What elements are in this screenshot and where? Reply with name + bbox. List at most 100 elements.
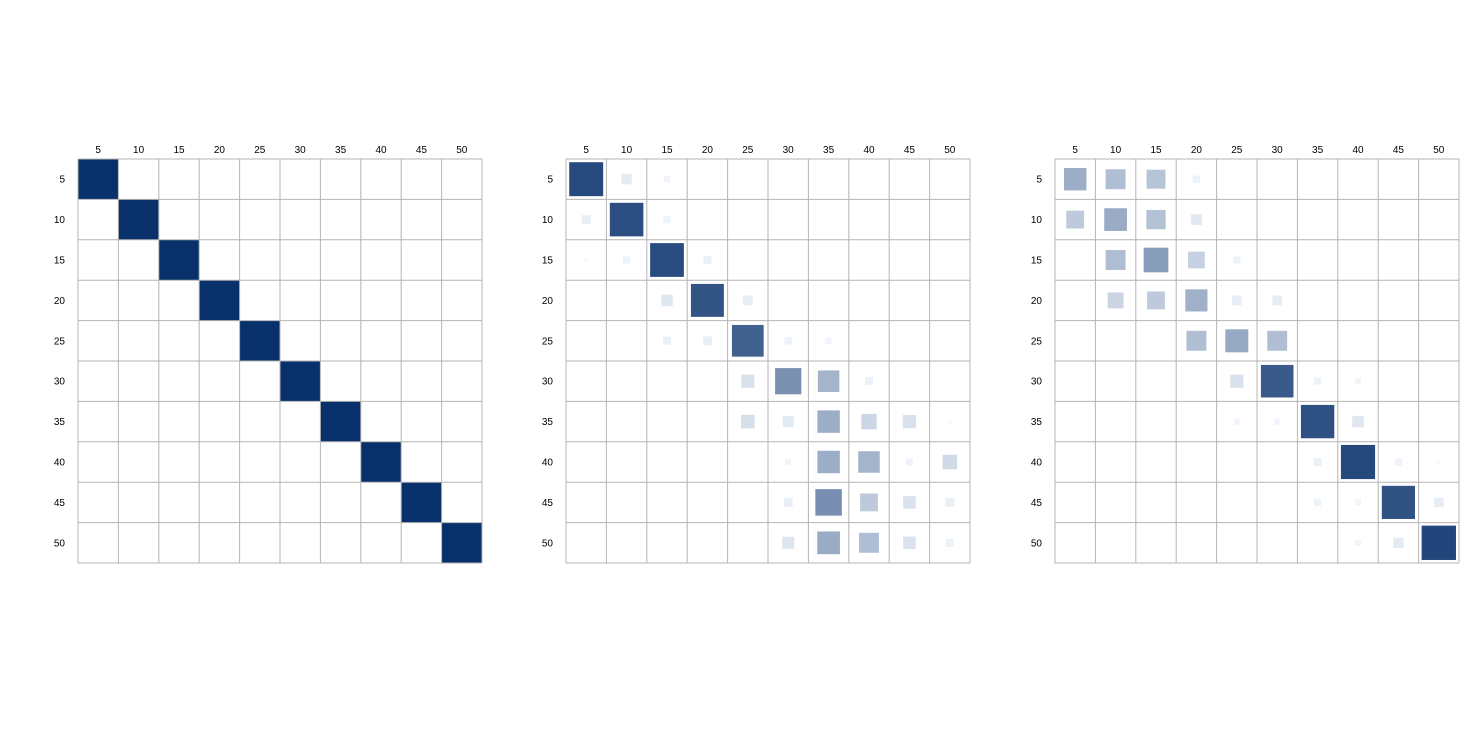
heatmap-cell bbox=[158, 239, 200, 281]
heatmap-cell bbox=[1272, 295, 1283, 306]
heatmap-cell bbox=[1393, 537, 1404, 548]
heatmap-cell bbox=[1105, 169, 1126, 190]
heatmap-cell bbox=[584, 258, 589, 262]
heatmap-cell bbox=[1146, 209, 1166, 230]
heatmap-cell bbox=[825, 337, 832, 344]
heatmap-cell bbox=[1354, 378, 1362, 385]
heatmap-cell bbox=[785, 458, 792, 466]
heatmap-cell bbox=[947, 419, 952, 424]
y-tick-label: 35 bbox=[1031, 417, 1043, 428]
heatmap-cell bbox=[1192, 175, 1201, 183]
heatmap-cell bbox=[360, 441, 402, 483]
x-tick-label: 10 bbox=[133, 145, 145, 156]
y-tick-label: 15 bbox=[54, 256, 66, 267]
y-tick-label: 30 bbox=[542, 377, 554, 388]
heatmap-cell bbox=[864, 377, 874, 386]
heatmap-cell bbox=[742, 295, 753, 306]
heatmap-cell bbox=[1233, 256, 1241, 264]
x-tick-label: 20 bbox=[1191, 145, 1203, 156]
heatmap-2: 5 10 15 20 25 30 35 40 45 50 5 10 15 20 25 30 35 40 45 50 bbox=[542, 145, 971, 564]
heatmap-cell bbox=[945, 538, 954, 547]
y-tick-label: 15 bbox=[542, 256, 554, 267]
heatmap-cell bbox=[280, 361, 321, 402]
heatmap-cell bbox=[662, 336, 672, 345]
x-tick-label: 35 bbox=[823, 145, 835, 156]
x-tick-label: 35 bbox=[1312, 145, 1324, 156]
heatmap-cell bbox=[905, 458, 914, 466]
x-tick-label: 50 bbox=[456, 145, 468, 156]
heatmap-cell bbox=[1433, 497, 1444, 508]
heatmap-cell bbox=[1354, 539, 1362, 546]
x-tick-label: 45 bbox=[1393, 145, 1405, 156]
heatmap-cell bbox=[702, 336, 712, 346]
heatmap-cell bbox=[731, 324, 764, 357]
heatmap-cell bbox=[741, 374, 755, 388]
heatmap-cell bbox=[1421, 525, 1456, 560]
y-tick-label: 35 bbox=[542, 417, 554, 428]
heatmap-cell bbox=[902, 415, 916, 429]
y-tick-label: 40 bbox=[54, 458, 66, 469]
x-tick-label: 50 bbox=[944, 145, 956, 156]
y-tick-label: 20 bbox=[1031, 296, 1043, 307]
heatmap-cell bbox=[1186, 330, 1207, 351]
heatmap-cell bbox=[858, 451, 880, 473]
x-tick-label: 5 bbox=[583, 145, 589, 156]
heatmap-cell bbox=[817, 450, 840, 474]
heatmap-cell bbox=[1394, 458, 1403, 466]
heatmap-cell bbox=[1066, 210, 1085, 229]
heatmap-cell bbox=[903, 496, 916, 509]
x-tick-label: 35 bbox=[335, 145, 347, 156]
y-tick-label: 10 bbox=[1031, 215, 1043, 226]
heatmap-cell bbox=[1104, 208, 1127, 231]
y-tick-label: 25 bbox=[54, 336, 66, 347]
heatmap-cell bbox=[1147, 291, 1165, 310]
heatmap-cell bbox=[817, 531, 840, 555]
heatmap-cell bbox=[1436, 460, 1441, 464]
heatmap-cell bbox=[1340, 444, 1376, 480]
y-tick-label: 25 bbox=[1031, 336, 1043, 347]
y-tick-label: 15 bbox=[1031, 256, 1043, 267]
heatmap-cell bbox=[401, 482, 442, 523]
x-tick-label: 25 bbox=[742, 145, 754, 156]
heatmap-cell bbox=[782, 416, 794, 428]
y-tick-label: 10 bbox=[54, 215, 66, 226]
heatmap-cell bbox=[903, 536, 916, 550]
heatmap-cell bbox=[78, 159, 119, 200]
heatmap-cell bbox=[945, 497, 955, 507]
heatmap-cell bbox=[1300, 404, 1335, 439]
y-tick-label: 25 bbox=[542, 336, 554, 347]
y-tick-label: 50 bbox=[1031, 538, 1043, 549]
heatmap-cell bbox=[1352, 415, 1364, 428]
heatmap-cell bbox=[1313, 457, 1322, 467]
heatmap-cell bbox=[1143, 247, 1169, 273]
y-tick-label: 40 bbox=[1031, 458, 1043, 469]
heatmap-cell bbox=[740, 414, 755, 429]
x-tick-label: 10 bbox=[1110, 145, 1122, 156]
y-tick-label: 45 bbox=[54, 498, 66, 509]
heatmap-cell bbox=[782, 536, 795, 549]
x-tick-label: 5 bbox=[1072, 145, 1078, 156]
heatmap-cell bbox=[1146, 169, 1166, 189]
heatmap-cell bbox=[650, 243, 684, 277]
y-tick-label: 30 bbox=[1031, 377, 1043, 388]
y-tick-label: 35 bbox=[54, 417, 66, 428]
x-tick-label: 50 bbox=[1433, 145, 1445, 156]
heatmap-cell bbox=[1313, 377, 1322, 385]
x-tick-label: 40 bbox=[863, 145, 875, 156]
x-tick-label: 20 bbox=[702, 145, 714, 156]
heatmap-cell bbox=[860, 493, 878, 512]
heatmap-cell bbox=[320, 401, 361, 442]
heatmap-cell bbox=[1107, 292, 1124, 309]
heatmap-cell bbox=[441, 522, 482, 563]
x-tick-label: 30 bbox=[295, 145, 307, 156]
heatmap-cell bbox=[775, 368, 802, 395]
heatmap-cell bbox=[621, 174, 632, 185]
heatmap-3: 5 10 15 20 25 30 35 40 45 50 5 10 15 20 25 30 35 40 45 50 bbox=[1031, 145, 1460, 564]
y-tick-label: 5 bbox=[1036, 175, 1042, 186]
heatmap-cell bbox=[1188, 251, 1205, 269]
heatmap-cell bbox=[663, 215, 671, 224]
x-tick-label: 25 bbox=[1231, 145, 1243, 156]
heatmap-cell bbox=[199, 280, 240, 321]
x-tick-label: 45 bbox=[904, 145, 916, 156]
